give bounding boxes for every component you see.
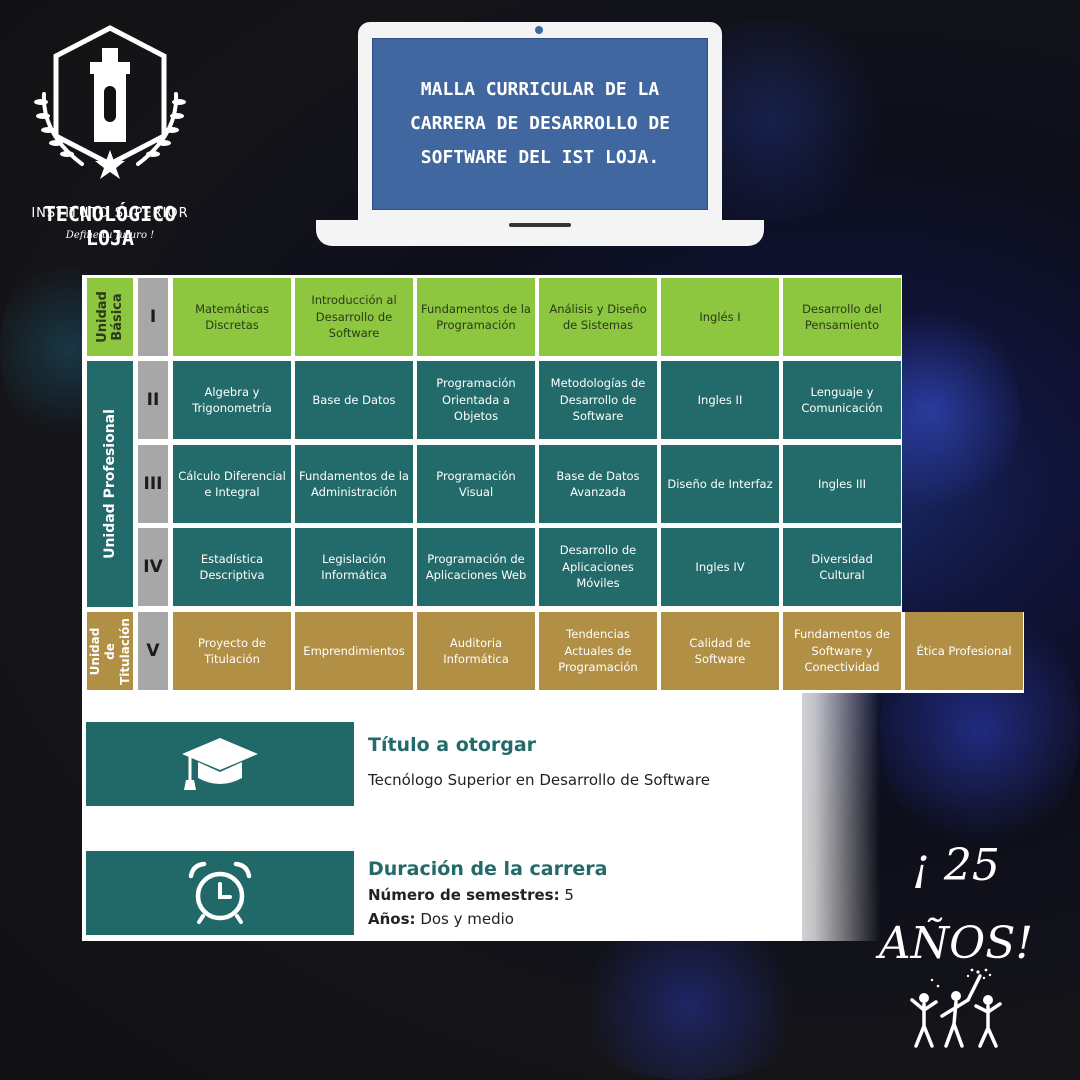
subject-cell: Fundamentos de la Programación	[417, 278, 535, 356]
subject-cell: Matemáticas Discretas	[173, 278, 291, 356]
subject-cell: Introducción al Desarrollo de Software	[295, 278, 413, 356]
semester-number: II	[138, 361, 168, 439]
subject-cell: Diversidad Cultural	[783, 528, 901, 606]
celebrating-people-icon	[910, 968, 1002, 1048]
subject-cell: Ingles II	[661, 361, 779, 439]
degree-title-heading: Título a otorgar	[368, 734, 537, 756]
subject-cell: Base de Datos	[295, 361, 413, 439]
subject-cell: Análisis y Diseño de Sistemas	[539, 278, 657, 356]
subject-cell: Cálculo Diferencial e Integral	[173, 445, 291, 523]
laptop-lid: MALLA CURRICULAR DE LA CARRERA DE DESARR…	[358, 22, 722, 222]
degree-title-value: Tecnólogo Superior en Desarrollo de Soft…	[368, 771, 710, 789]
logo-name-line: TECNOLÓGICO LOJA	[43, 202, 177, 250]
bokeh-light	[560, 930, 820, 1080]
laptop-base	[316, 220, 764, 246]
semesters-line: Número de semestres: 5	[368, 886, 574, 904]
years-value: Dos y medio	[420, 910, 514, 928]
lighthouse-emblem-icon	[34, 25, 186, 179]
subject-cell: Lenguaje y Comunicación	[783, 361, 901, 439]
alarm-clock-icon	[188, 861, 252, 924]
anniversary-line2: AÑOS!	[878, 918, 1034, 969]
subject-cell: Inglés I	[661, 278, 779, 356]
unit-label: Unidad Básica	[87, 278, 133, 356]
subject-cell: Base de Datos Avanzada	[539, 445, 657, 523]
subject-cell: Programación Orientada a Objetos	[417, 361, 535, 439]
semester-number: IV	[138, 528, 168, 606]
info-panel-fade	[760, 693, 880, 941]
subject-cell: Programación de Aplicaciones Web	[417, 528, 535, 606]
subject-cell: Ingles III	[783, 445, 901, 523]
subject-cell: Legislación Informática	[295, 528, 413, 606]
subject-cell: Fundamentos de la Administración	[295, 445, 413, 523]
unit-label-text: Unidad de Titulación	[87, 617, 132, 685]
subject-cell: Tendencias Actuales de Programación	[539, 612, 657, 690]
subject-cell: Ingles IV	[661, 528, 779, 606]
semesters-label: Número de semestres:	[368, 886, 560, 904]
laptop-camera-icon	[535, 26, 543, 34]
duration-icon-box	[86, 851, 354, 935]
semesters-value: 5	[564, 886, 574, 904]
subject-cell: Proyecto de Titulación	[173, 612, 291, 690]
logo-slogan: Define tu futuro !	[65, 230, 155, 241]
unit-label-text: Unidad Profesional	[102, 409, 118, 559]
subject-cell: Estadística Descriptiva	[173, 528, 291, 606]
subject-cell: Ética Profesional	[905, 612, 1023, 690]
anniversary-line1: ¡ 25	[912, 840, 1000, 891]
years-line: Años: Dos y medio	[368, 910, 514, 928]
subject-cell: Metodologías de Desarrollo de Software	[539, 361, 657, 439]
graduation-cap-icon	[182, 738, 258, 790]
years-label: Años:	[368, 910, 416, 928]
subject-cell: Emprendimientos	[295, 612, 413, 690]
unit-label-text: Unidad Básica	[95, 291, 125, 343]
unit-label: Unidad Profesional	[87, 361, 133, 607]
subject-cell: Desarrollo del Pensamiento	[783, 278, 901, 356]
subject-cell: Fundamentos de Software y Conectividad	[783, 612, 901, 690]
subject-cell: Auditoria Informática	[417, 612, 535, 690]
title-icon-box	[86, 722, 354, 806]
subject-cell: Algebra y Trigonometría	[173, 361, 291, 439]
subject-cell: Programación Visual	[417, 445, 535, 523]
duration-heading: Duración de la carrera	[368, 858, 608, 880]
anniversary-text: ¡ 25 AÑOS!	[858, 838, 1054, 972]
semester-number: III	[138, 445, 168, 523]
subject-cell: Desarrollo de Aplicaciones Móviles	[539, 528, 657, 606]
laptop-screen: MALLA CURRICULAR DE LA CARRERA DE DESARR…	[372, 38, 708, 210]
page-title: MALLA CURRICULAR DE LA CARRERA DE DESARR…	[409, 79, 671, 168]
semester-number: V	[138, 612, 168, 690]
unit-label: Unidad de Titulación	[87, 612, 133, 690]
semester-number: I	[138, 278, 168, 356]
institute-logo: INSTITUTO SUPERIOR TECNOLÓGICO LOJA Defi…	[24, 24, 196, 254]
logo-institute-line: INSTITUTO SUPERIOR	[31, 206, 189, 221]
subject-cell: Calidad de Software	[661, 612, 779, 690]
subject-cell: Diseño de Interfaz	[661, 445, 779, 523]
